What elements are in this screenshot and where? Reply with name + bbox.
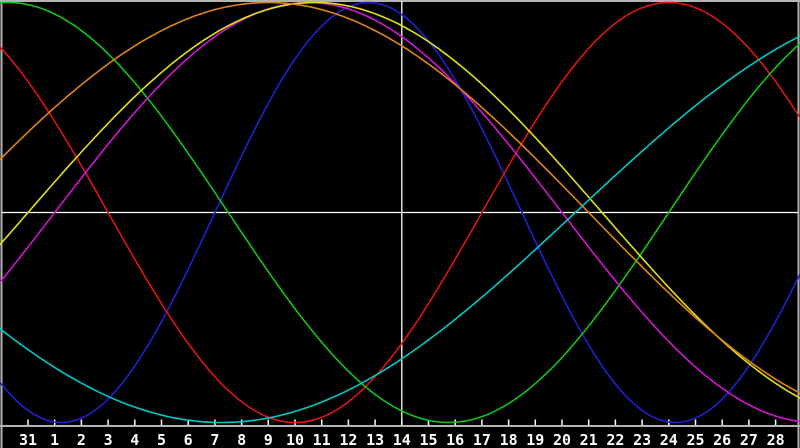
x-axis-labels: 31 1 2 3 4 5 6 7 8 9 10 11 12 13 14 15 16 17 18 19 20 21 22 23 2… [19, 431, 785, 448]
biorhythm-curves [0, 1, 800, 424]
x-axis-label-5: 5 [157, 431, 166, 448]
x-axis-label-2: 2 [77, 431, 86, 448]
x-axis-label-12: 12 [339, 431, 357, 448]
x-axis-label-3: 3 [104, 431, 113, 448]
x-axis-label-25: 25 [686, 431, 704, 448]
biorhythm-curve-38d [0, 1, 800, 423]
x-axis-label-18: 18 [500, 431, 518, 448]
x-axis-label-27: 27 [740, 431, 758, 448]
biorhythm-curve-43d [0, 1, 800, 399]
x-axis-label-13: 13 [366, 431, 384, 448]
x-axis-label-7: 7 [210, 431, 219, 448]
x-axis-label-4: 4 [130, 431, 139, 448]
x-axis-label-15: 15 [419, 431, 437, 448]
x-axis-label-20: 20 [553, 431, 571, 448]
x-axis-label-16: 16 [446, 431, 464, 448]
x-axis-label-22: 22 [606, 431, 624, 448]
x-axis-label-10: 10 [286, 431, 304, 448]
x-axis-label-8: 8 [237, 431, 246, 448]
x-axis-label-19: 19 [526, 431, 544, 448]
biorhythm-curve-28d [0, 1, 800, 424]
biorhythm-curve-48d [0, 1, 800, 395]
x-axis-label-31: 31 [19, 431, 37, 448]
x-axis-label-26: 26 [713, 431, 731, 448]
x-axis-label-24: 24 [660, 431, 678, 448]
x-axis-label-1: 1 [50, 431, 59, 448]
x-axis-label-14: 14 [393, 431, 411, 448]
x-axis-label-6: 6 [184, 431, 193, 448]
x-axis-label-23: 23 [633, 431, 651, 448]
x-axis-label-28: 28 [767, 431, 785, 448]
x-axis-label-17: 17 [473, 431, 491, 448]
x-axis-label-9: 9 [264, 431, 273, 448]
biorhythm-curve-23d [0, 1, 800, 424]
biorhythm-curve-53d [0, 35, 800, 424]
biorhythm-curve-33d [0, 1, 800, 424]
x-axis-label-11: 11 [313, 431, 331, 448]
x-axis-label-21: 21 [580, 431, 598, 448]
